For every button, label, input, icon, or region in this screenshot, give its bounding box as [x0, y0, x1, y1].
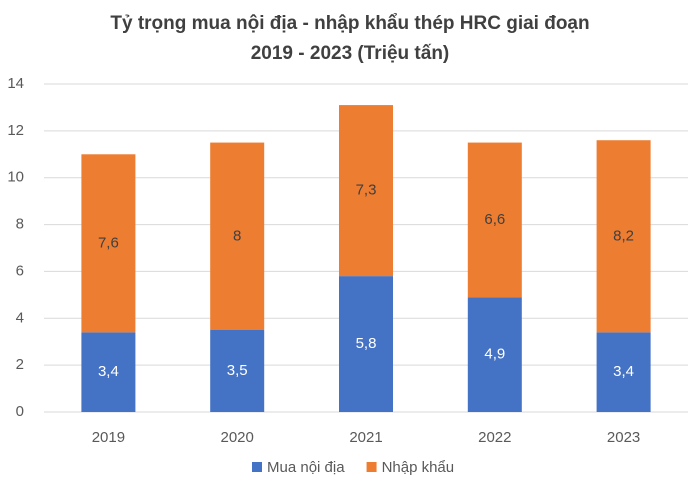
legend-swatch [366, 462, 377, 472]
value-label: 3,4 [98, 363, 119, 380]
y-tick-label: 8 [16, 216, 24, 233]
bar-segment [81, 154, 136, 333]
value-label: 4,9 [484, 346, 505, 363]
y-tick-label: 4 [16, 309, 24, 326]
y-tick-label: 12 [7, 122, 24, 139]
x-tick-label: 2020 [221, 429, 254, 446]
value-label: 3,5 [227, 362, 248, 379]
bar-segment [596, 332, 651, 412]
bar-segment [210, 142, 265, 330]
y-tick-label: 2 [16, 356, 24, 373]
value-label: 5,8 [356, 335, 377, 352]
legend-label: Mua nội địa [267, 459, 345, 476]
x-tick-label: 2023 [607, 429, 640, 446]
legend-swatch [252, 462, 262, 472]
value-label: 6,6 [484, 211, 505, 228]
chart-title: 2019 - 2023 (Triệu tấn) [251, 43, 450, 64]
y-tick-label: 10 [7, 169, 24, 186]
bar-segment [339, 276, 393, 412]
bar-segment [467, 142, 522, 298]
value-label: 8,2 [613, 227, 634, 244]
value-label: 8 [233, 227, 241, 244]
value-label: 7,6 [98, 234, 119, 251]
bar-segment [467, 297, 522, 412]
bar-segment [81, 332, 136, 412]
y-tick-label: 6 [16, 262, 24, 279]
x-tick-label: 2021 [349, 429, 382, 446]
value-label: 3,4 [613, 363, 634, 380]
y-tick-label: 14 [7, 75, 24, 92]
y-tick-label: 0 [16, 403, 24, 420]
bar-segment [210, 330, 265, 412]
bar-segment [596, 140, 651, 333]
chart-title: Tỷ trọng mua nội địa - nhập khẩu thép HR… [110, 13, 589, 34]
x-tick-label: 2022 [478, 429, 511, 446]
legend-label: Nhập khẩu [382, 459, 455, 476]
value-label: 7,3 [356, 182, 377, 199]
x-tick-label: 2019 [92, 429, 125, 446]
bar-segment [339, 105, 393, 277]
